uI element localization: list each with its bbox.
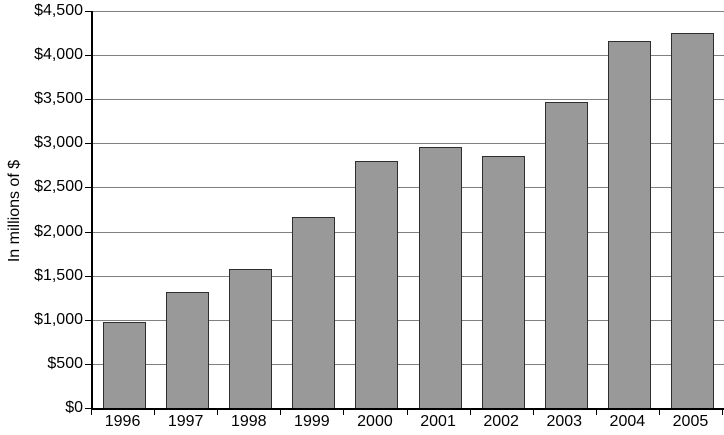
y-tick-mark	[85, 363, 92, 365]
x-tick-mark	[722, 410, 723, 415]
y-tick-mark	[85, 55, 92, 57]
bar-1999	[292, 217, 336, 408]
gridline	[93, 99, 724, 101]
y-tick-mark	[85, 408, 92, 409]
y-tick-label-2000: $2,000	[34, 222, 83, 240]
bar-2005	[670, 33, 714, 408]
x-tick-mark	[469, 410, 471, 415]
gridline	[93, 319, 724, 321]
x-tick-mark	[658, 410, 660, 415]
bar-1996	[103, 321, 147, 408]
y-tick-label-1500: $1,500	[34, 266, 83, 284]
x-tick-mark	[280, 410, 282, 415]
x-tick-mark	[532, 410, 534, 415]
x-tick-label-2000: 2000	[357, 413, 393, 430]
y-tick-label-3000: $3,000	[34, 134, 83, 152]
gridline	[93, 363, 724, 365]
y-tick-label-500: $500	[47, 354, 83, 372]
bar-2004	[607, 41, 651, 408]
x-tick-label-2002: 2002	[483, 413, 519, 430]
x-tick-label-2003: 2003	[546, 413, 583, 430]
gridline	[93, 231, 724, 233]
y-tick-mark	[85, 275, 92, 277]
gridline	[93, 143, 724, 145]
x-tick-mark	[406, 410, 408, 415]
gridline	[93, 11, 724, 12]
x-tick-label-2004: 2004	[609, 413, 646, 430]
x-tick-label-1997: 1997	[167, 413, 204, 430]
y-tick-label-1000: $1,000	[34, 310, 83, 328]
x-tick-mark	[217, 410, 219, 415]
bar-2001	[418, 146, 462, 408]
y-tick-mark	[85, 231, 92, 233]
y-tick-label-3500: $3,500	[34, 90, 83, 108]
x-tick-label-1998: 1998	[230, 413, 267, 430]
bar-2003	[544, 101, 588, 408]
y-tick-label-4500: $4,500	[34, 2, 83, 19]
bar-2000	[355, 160, 399, 408]
bar-2002	[481, 155, 525, 408]
plot-area	[91, 11, 724, 410]
y-tick-mark	[85, 11, 92, 12]
x-tick-label-1996: 1996	[104, 413, 141, 430]
bar-1998	[229, 268, 273, 408]
y-tick-mark	[85, 319, 92, 321]
x-tick-label-1999: 1999	[294, 413, 330, 430]
x-tick-mark	[154, 410, 156, 415]
x-tick-label-2005: 2005	[672, 413, 709, 430]
y-tick-label-4000: $4,000	[34, 46, 83, 64]
x-tick-mark	[343, 410, 345, 415]
x-tick-mark	[91, 410, 92, 415]
gridline	[93, 55, 724, 57]
x-tick-mark	[595, 410, 597, 415]
y-tick-label-0: $0	[65, 399, 83, 416]
y-tick-mark	[85, 99, 92, 101]
y-tick-label-2500: $2,500	[34, 178, 83, 196]
y-tick-mark	[85, 187, 92, 189]
x-tick-label-2001: 2001	[420, 413, 456, 430]
gridline	[93, 187, 724, 189]
bar-1997	[166, 292, 210, 408]
gridline	[93, 275, 724, 277]
y-tick-mark	[85, 143, 92, 145]
